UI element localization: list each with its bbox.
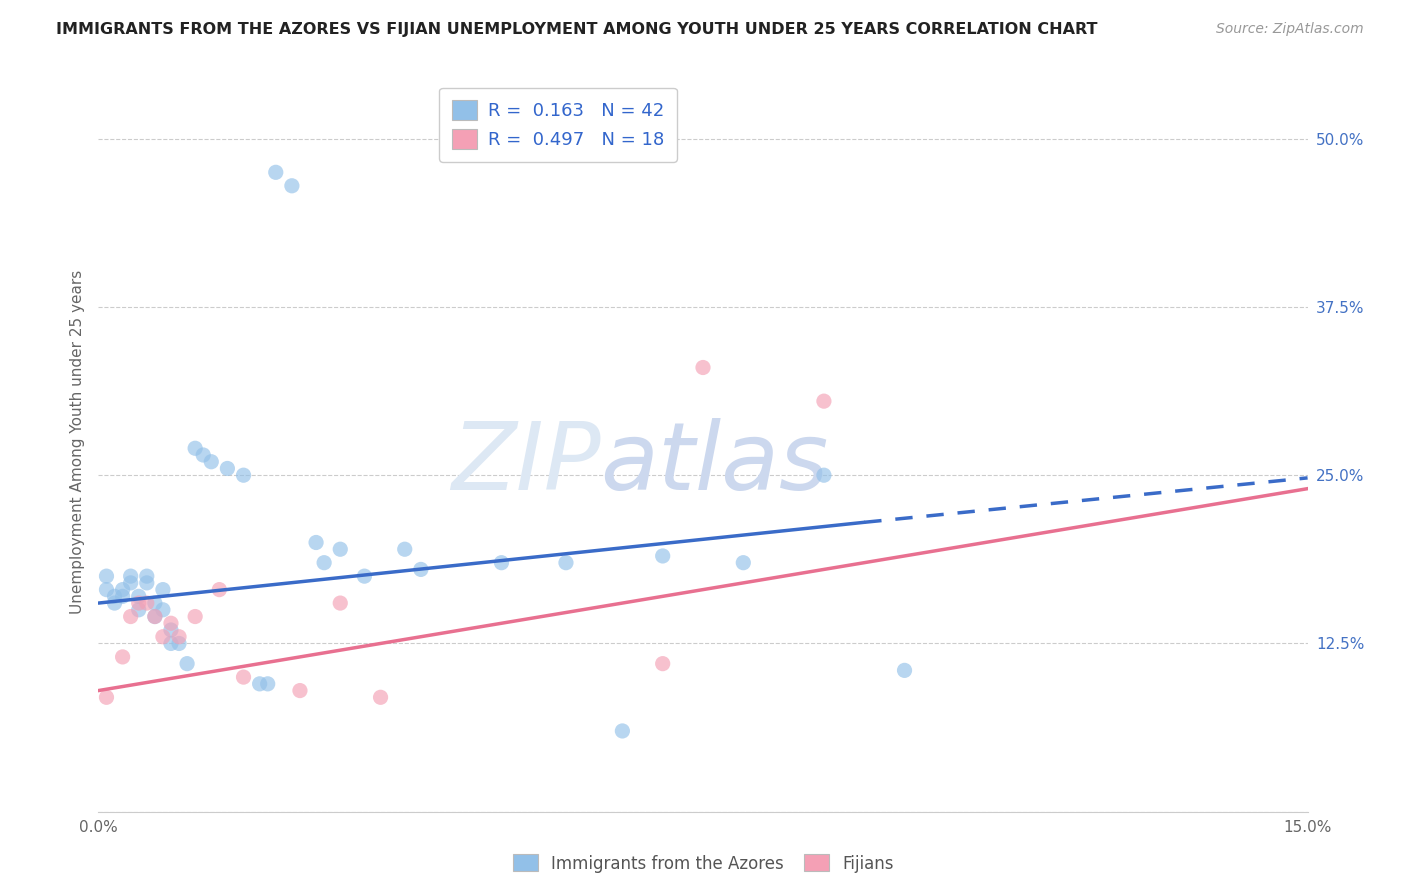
- Point: [370, 690, 392, 705]
- Text: ZIP: ZIP: [450, 418, 600, 509]
- Point: [184, 609, 207, 624]
- Point: [394, 542, 416, 557]
- Point: [120, 609, 142, 624]
- Point: [281, 178, 304, 193]
- Point: [329, 542, 352, 557]
- Point: [111, 649, 134, 664]
- Point: [314, 556, 336, 570]
- Legend: R =  0.163   N = 42, R =  0.497   N = 18: R = 0.163 N = 42, R = 0.497 N = 18: [439, 87, 676, 161]
- Point: [96, 569, 118, 583]
- Point: [208, 582, 231, 597]
- Point: [103, 590, 125, 604]
- Text: atlas: atlas: [600, 418, 828, 509]
- Point: [135, 575, 157, 590]
- Point: [651, 657, 673, 671]
- Point: [176, 657, 198, 671]
- Point: [329, 596, 352, 610]
- Point: [184, 442, 207, 456]
- Point: [217, 461, 239, 475]
- Point: [152, 582, 174, 597]
- Point: [120, 575, 142, 590]
- Point: [111, 590, 134, 604]
- Point: [232, 670, 254, 684]
- Text: Source: ZipAtlas.com: Source: ZipAtlas.com: [1216, 22, 1364, 37]
- Point: [264, 165, 287, 179]
- Text: IMMIGRANTS FROM THE AZORES VS FIJIAN UNEMPLOYMENT AMONG YOUTH UNDER 25 YEARS COR: IMMIGRANTS FROM THE AZORES VS FIJIAN UNE…: [56, 22, 1098, 37]
- Point: [200, 455, 222, 469]
- Point: [232, 468, 254, 483]
- Point: [160, 616, 183, 631]
- Point: [193, 448, 215, 462]
- Point: [288, 683, 311, 698]
- Point: [893, 664, 915, 678]
- Point: [167, 636, 190, 650]
- Point: [120, 569, 142, 583]
- Point: [491, 556, 513, 570]
- Point: [733, 556, 755, 570]
- Point: [128, 596, 150, 610]
- Point: [103, 596, 125, 610]
- Point: [249, 677, 271, 691]
- Point: [813, 468, 835, 483]
- Y-axis label: Unemployment Among Youth under 25 years: Unemployment Among Youth under 25 years: [69, 269, 84, 614]
- Point: [555, 556, 578, 570]
- Point: [135, 569, 157, 583]
- Point: [612, 723, 634, 738]
- Point: [152, 630, 174, 644]
- Legend: Immigrants from the Azores, Fijians: Immigrants from the Azores, Fijians: [506, 847, 900, 880]
- Point: [143, 609, 166, 624]
- Point: [813, 394, 835, 409]
- Point: [160, 623, 183, 637]
- Point: [111, 582, 134, 597]
- Point: [143, 609, 166, 624]
- Point: [305, 535, 328, 549]
- Point: [96, 690, 118, 705]
- Point: [128, 590, 150, 604]
- Point: [96, 582, 118, 597]
- Point: [160, 636, 183, 650]
- Point: [135, 596, 157, 610]
- Point: [256, 677, 278, 691]
- Point: [128, 603, 150, 617]
- Point: [143, 596, 166, 610]
- Point: [692, 360, 714, 375]
- Point: [152, 603, 174, 617]
- Point: [353, 569, 375, 583]
- Point: [167, 630, 190, 644]
- Point: [409, 562, 432, 576]
- Point: [651, 549, 673, 563]
